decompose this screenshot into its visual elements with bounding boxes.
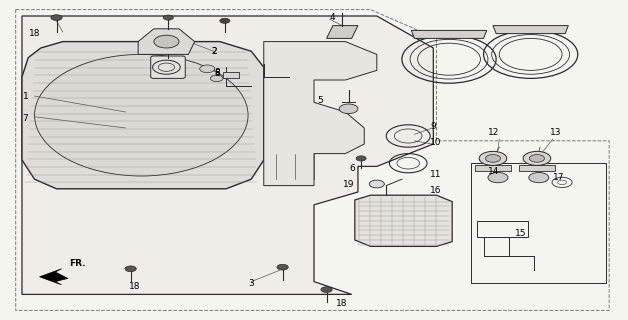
Circle shape [339, 104, 358, 114]
Circle shape [479, 151, 507, 165]
Text: 2: 2 [211, 47, 217, 56]
Text: 7: 7 [23, 114, 28, 123]
Text: 4: 4 [330, 13, 335, 22]
Circle shape [200, 65, 215, 73]
Polygon shape [327, 26, 358, 38]
Text: 8: 8 [214, 68, 220, 76]
Text: 18: 18 [129, 282, 141, 291]
Circle shape [529, 155, 544, 162]
Circle shape [125, 266, 136, 272]
Text: 16: 16 [430, 186, 441, 195]
Polygon shape [411, 30, 487, 38]
Polygon shape [138, 29, 195, 54]
Bar [471, 163, 606, 283]
Circle shape [210, 75, 223, 82]
Circle shape [356, 156, 366, 161]
Text: 17: 17 [553, 173, 564, 182]
Circle shape [163, 15, 173, 20]
Circle shape [488, 172, 508, 183]
Circle shape [369, 180, 384, 188]
Circle shape [277, 264, 288, 270]
Text: 9: 9 [430, 122, 436, 131]
Text: 8: 8 [214, 69, 220, 78]
Text: 13: 13 [550, 128, 561, 137]
Circle shape [485, 155, 501, 162]
Text: 12: 12 [488, 128, 499, 137]
Bar [519, 165, 555, 171]
Text: 6: 6 [349, 164, 355, 172]
Polygon shape [22, 16, 433, 294]
Text: 19: 19 [344, 180, 355, 188]
Text: 5: 5 [317, 96, 323, 105]
Text: 11: 11 [430, 170, 441, 179]
Text: 2: 2 [211, 47, 217, 56]
Text: 18: 18 [336, 300, 347, 308]
Text: 18: 18 [30, 29, 41, 38]
Polygon shape [22, 42, 264, 189]
Circle shape [321, 287, 332, 292]
Ellipse shape [35, 54, 248, 176]
Text: 3: 3 [248, 279, 254, 288]
Polygon shape [355, 195, 452, 246]
Bar [223, 72, 239, 78]
Text: 1: 1 [23, 92, 28, 100]
Circle shape [523, 151, 551, 165]
Bar [475, 165, 511, 171]
Circle shape [529, 172, 549, 183]
Polygon shape [40, 269, 68, 285]
Text: FR.: FR. [69, 259, 85, 268]
Text: 10: 10 [430, 138, 441, 147]
Text: 15: 15 [515, 229, 526, 238]
Polygon shape [493, 26, 568, 34]
Text: 14: 14 [488, 167, 499, 176]
Circle shape [220, 18, 230, 23]
FancyBboxPatch shape [151, 56, 185, 78]
Circle shape [51, 15, 62, 20]
Circle shape [154, 35, 179, 48]
Polygon shape [264, 42, 377, 186]
